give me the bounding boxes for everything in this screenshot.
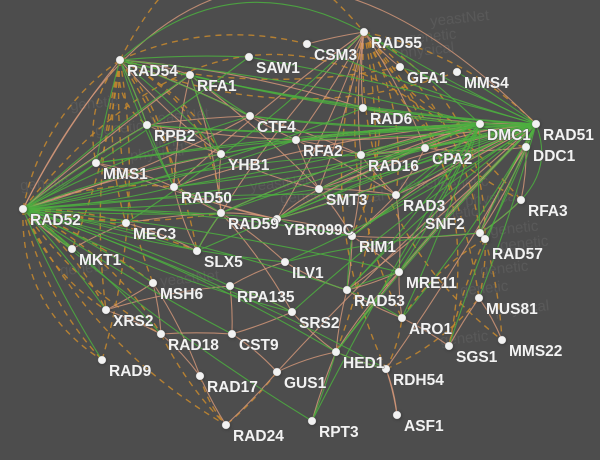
svg-text:RAD52: RAD52	[30, 212, 81, 229]
svg-text:XRS2: XRS2	[113, 313, 154, 330]
svg-text:RPT3: RPT3	[319, 424, 359, 441]
svg-text:SLX5: SLX5	[204, 254, 243, 271]
svg-text:MKT1: MKT1	[79, 252, 122, 269]
svg-text:ARO1: ARO1	[409, 321, 452, 338]
svg-text:RAD3: RAD3	[403, 198, 446, 215]
svg-text:SGS1: SGS1	[456, 349, 498, 366]
svg-text:RAD51: RAD51	[543, 127, 594, 144]
svg-text:SRS2: SRS2	[299, 315, 340, 332]
svg-text:DDC1: DDC1	[533, 148, 576, 165]
svg-text:DMC1: DMC1	[487, 127, 531, 144]
svg-text:RIM1: RIM1	[359, 239, 396, 256]
svg-text:ASF1: ASF1	[404, 418, 444, 435]
svg-text:RAD16: RAD16	[368, 158, 419, 175]
svg-text:RAD6: RAD6	[370, 111, 413, 128]
svg-text:CSM3: CSM3	[314, 47, 357, 64]
svg-text:CTF4: CTF4	[257, 119, 296, 136]
svg-text:RAD50: RAD50	[181, 190, 232, 207]
svg-text:RAD18: RAD18	[168, 337, 219, 354]
svg-text:MMS1: MMS1	[103, 166, 148, 183]
svg-text:RFA2: RFA2	[303, 143, 343, 160]
svg-text:RPB2: RPB2	[154, 128, 195, 145]
svg-text:SNF2: SNF2	[425, 216, 465, 233]
svg-text:RAD57: RAD57	[492, 246, 543, 263]
svg-text:MRE11: MRE11	[406, 275, 457, 292]
svg-text:MMS22: MMS22	[509, 343, 562, 360]
svg-text:RDH54: RDH54	[393, 372, 444, 389]
svg-text:RAD9: RAD9	[109, 363, 152, 380]
svg-text:HED1: HED1	[343, 355, 385, 372]
svg-text:RAD54: RAD54	[127, 63, 178, 80]
svg-text:SMT3: SMT3	[326, 192, 368, 209]
svg-text:GFA1: GFA1	[407, 70, 448, 87]
svg-text:RAD17: RAD17	[207, 379, 258, 396]
svg-text:RFA3: RFA3	[528, 203, 568, 220]
svg-text:RAD59: RAD59	[228, 216, 279, 233]
svg-text:RPA135: RPA135	[237, 289, 295, 306]
svg-text:CPA2: CPA2	[432, 151, 472, 168]
svg-text:MUS81: MUS81	[486, 301, 538, 318]
svg-text:YHB1: YHB1	[228, 157, 270, 174]
svg-text:ILV1: ILV1	[292, 265, 324, 282]
svg-text:CST9: CST9	[239, 337, 279, 354]
svg-text:RFA1: RFA1	[197, 78, 237, 95]
svg-text:GUS1: GUS1	[284, 375, 327, 392]
svg-text:RAD24: RAD24	[233, 428, 284, 445]
svg-text:MSH6: MSH6	[160, 286, 203, 303]
svg-text:YBR099C: YBR099C	[284, 222, 354, 239]
svg-text:SAW1: SAW1	[256, 60, 300, 77]
svg-text:MEC3: MEC3	[133, 226, 176, 243]
svg-text:RAD53: RAD53	[354, 293, 405, 310]
svg-text:MMS4: MMS4	[464, 75, 509, 92]
svg-text:RAD55: RAD55	[371, 35, 422, 52]
